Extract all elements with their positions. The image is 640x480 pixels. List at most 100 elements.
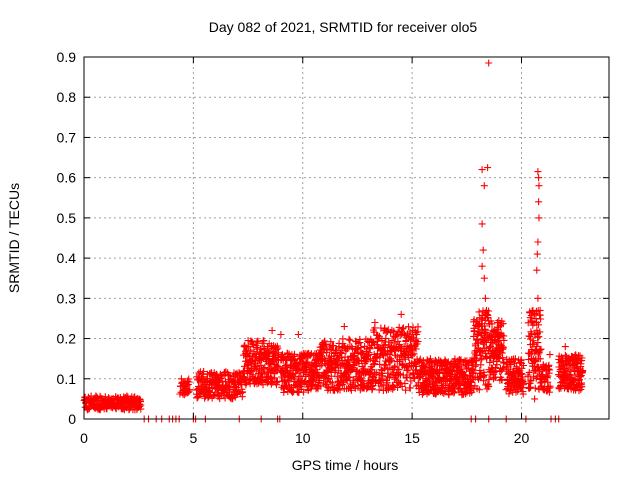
data-point [536,328,544,336]
data-point [259,374,267,382]
data-point [366,345,374,353]
data-point [484,314,492,322]
data-point [534,350,542,358]
data-point [294,331,302,338]
data-point [485,383,493,391]
data-point [337,349,345,357]
data-point [352,345,360,353]
data-point [382,361,390,369]
data-point [480,182,488,190]
data-point [291,356,299,364]
data-point [193,394,201,402]
data-point [533,266,541,274]
data-point [371,319,379,326]
data-point [534,321,542,329]
data-point [414,338,422,346]
x-tick-labels: 0 5 10 15 20 [80,430,529,446]
data-point [384,369,392,377]
data-point [260,365,268,373]
data-point [535,333,543,341]
data-point [334,385,342,393]
data-point [579,367,587,375]
data-point [259,381,267,389]
data-point [389,383,397,391]
data-point [216,395,224,403]
data-point [478,166,486,174]
data-point [402,338,410,345]
data-point [412,345,420,353]
data-point [567,366,575,374]
data-point [564,367,572,375]
data-point [225,371,233,379]
data-point [471,327,478,335]
data-point [499,354,507,362]
y-tick-label: 0.4 [57,250,77,266]
data-point [263,379,271,387]
data-point [525,368,533,376]
data-point [429,373,437,380]
data-point [391,362,399,370]
data-point [488,320,496,328]
data-point [247,346,255,354]
data-point [535,182,543,190]
data-point [485,376,493,384]
data-point [253,338,261,346]
x-tick-label: 10 [295,430,311,446]
data-point [93,393,101,401]
data-point [490,369,498,376]
data-point [565,370,573,378]
data-point [261,364,269,371]
data-point [578,354,586,362]
y-tick-labels: 0 0.1 0.2 0.3 0.4 0.5 0.6 0.7 0.8 0.9 [57,49,77,427]
data-point [535,214,543,222]
data-point [478,262,486,270]
y-tick-label: 0.9 [57,49,77,65]
data-point [529,337,537,345]
data-point [533,342,541,350]
data-point [306,366,314,374]
data-point [414,323,422,331]
data-point [395,340,403,348]
x-axis-label: GPS time / hours [292,457,399,473]
data-point [519,390,527,398]
data-point [376,360,384,368]
data-point [477,348,485,356]
data-point [101,393,109,401]
data-point [318,361,326,369]
data-point [378,337,386,345]
data-point [499,344,507,352]
data-point [327,372,335,380]
data-point [480,371,488,379]
data-point [487,317,495,325]
data-point [546,366,554,374]
data-point [123,392,131,400]
data-point [260,337,268,345]
data-point [468,378,476,386]
y-tick-label: 0.2 [57,331,77,347]
data-point [328,379,336,387]
data-point [481,294,489,302]
data-point [85,405,93,413]
chart-title: Day 082 of 2021, SRMTID for receiver olo… [209,19,478,35]
x-tick-label: 5 [189,430,197,446]
data-point [346,374,354,382]
data-point [401,380,409,388]
data-point [534,168,542,176]
data-point [357,374,365,382]
data-points [80,59,587,423]
x-tick-label: 0 [80,430,88,446]
data-point [511,359,518,367]
data-point [484,164,492,172]
data-point [498,365,506,373]
data-point [537,315,545,323]
y-axis-label: SRMTID / TECUs [6,183,22,293]
data-point [365,349,373,357]
data-point [401,355,409,363]
y-tick-label: 0.8 [57,89,77,105]
data-point [383,379,391,387]
data-point [380,365,388,373]
data-point [239,388,247,396]
data-point [412,363,420,370]
data-point [364,384,372,391]
